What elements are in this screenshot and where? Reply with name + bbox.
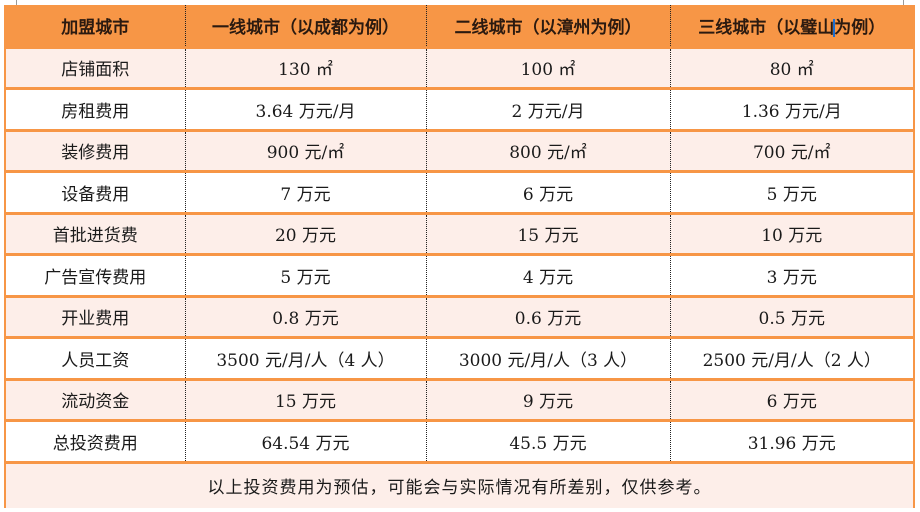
crop-mark-top-right: [903, 0, 904, 5]
row-label[interactable]: 房租费用: [61, 101, 130, 122]
cell-tier3[interactable]: 5 万元: [669, 171, 913, 213]
header-tier3-text-a: 三线城市（以璧山: [698, 17, 835, 38]
cell-tier1[interactable]: 5 万元: [184, 254, 426, 296]
table-row: 首批进货费 20 万元 15 万元 10 万元: [6, 213, 913, 255]
cell-tier1[interactable]: 130 ㎡: [184, 47, 426, 89]
cell-tier1[interactable]: 15 万元: [184, 379, 426, 421]
cell-tier2[interactable]: 15 万元: [425, 213, 670, 255]
cell-tier1[interactable]: 3500 元/月/人（4 人）: [184, 337, 426, 379]
investment-table: 加盟城市 一线城市（以成都为例） 二线城市（以漳州为例） 三线城市（以璧山为例）…: [6, 5, 913, 508]
cell-tier3[interactable]: 700 元/㎡: [669, 130, 913, 172]
table-row: 房租费用 3.64 万元/月 2 万元/月 1.36 万元/月: [6, 88, 913, 130]
cell-tier3[interactable]: 6 万元: [669, 379, 913, 421]
table-row: 人员工资 3500 元/月/人（4 人） 3000 元/月/人（3 人） 250…: [6, 337, 913, 379]
row-label[interactable]: 总投资费用: [52, 433, 138, 454]
cell-tier3[interactable]: 2500 元/月/人（2 人）: [669, 337, 913, 379]
cell-tier2[interactable]: 6 万元: [425, 171, 670, 213]
cell-tier3[interactable]: 80 ㎡: [669, 47, 913, 89]
table-row: 流动资金 15 万元 9 万元 6 万元: [6, 379, 913, 421]
cell-tier2[interactable]: 9 万元: [425, 379, 670, 421]
cell-tier3[interactable]: 10 万元: [669, 213, 913, 255]
cell-tier1[interactable]: 64.54 万元: [184, 420, 426, 462]
cell-tier3[interactable]: 0.5 万元: [669, 296, 913, 338]
note-row: 以上投资费用为预估，可能会与实际情况有所差别，仅供参考。: [6, 462, 913, 508]
cell-tier2[interactable]: 45.5 万元: [425, 420, 670, 462]
text-cursor: [833, 19, 836, 38]
table-row: 开业费用 0.8 万元 0.6 万元 0.5 万元: [6, 296, 913, 338]
row-label[interactable]: 人员工资: [61, 350, 130, 371]
cell-tier2[interactable]: 100 ㎡: [425, 47, 670, 89]
franchise-cost-table: 加盟城市 一线城市（以成都为例） 二线城市（以漳州为例） 三线城市（以璧山为例）…: [4, 5, 915, 508]
cell-tier2[interactable]: 2 万元/月: [425, 88, 670, 130]
row-label[interactable]: 设备费用: [61, 184, 130, 205]
cell-tier3[interactable]: 3 万元: [669, 254, 913, 296]
row-label[interactable]: 广告宣传费用: [44, 267, 147, 288]
table-row: 广告宣传费用 5 万元 4 万元 3 万元: [6, 254, 913, 296]
header-row: 加盟城市 一线城市（以成都为例） 二线城市（以漳州为例） 三线城市（以璧山为例）: [6, 5, 913, 47]
cell-tier2[interactable]: 0.6 万元: [425, 296, 670, 338]
cell-tier2[interactable]: 800 元/㎡: [425, 130, 670, 172]
row-label[interactable]: 首批进货费: [52, 226, 138, 247]
header-tier3-text-b: 为例）: [834, 17, 886, 38]
row-label[interactable]: 流动资金: [61, 392, 130, 413]
table-row: 设备费用 7 万元 6 万元 5 万元: [6, 171, 913, 213]
row-label[interactable]: 开业费用: [61, 309, 130, 330]
cell-tier2[interactable]: 4 万元: [425, 254, 670, 296]
header-tier3[interactable]: 三线城市（以璧山为例）: [669, 5, 913, 47]
cell-tier1[interactable]: 900 元/㎡: [184, 130, 426, 172]
row-label[interactable]: 店铺面积: [61, 60, 130, 81]
cell-tier1[interactable]: 7 万元: [184, 171, 426, 213]
cell-tier1[interactable]: 20 万元: [184, 213, 426, 255]
header-tier1[interactable]: 一线城市（以成都为例）: [184, 5, 426, 47]
cell-tier3[interactable]: 31.96 万元: [669, 420, 913, 462]
table-row: 总投资费用 64.54 万元 45.5 万元 31.96 万元: [6, 420, 913, 462]
header-tier2[interactable]: 二线城市（以漳州为例）: [425, 5, 670, 47]
cell-tier1[interactable]: 0.8 万元: [184, 296, 426, 338]
row-label[interactable]: 装修费用: [61, 143, 130, 164]
header-city[interactable]: 加盟城市: [61, 17, 130, 38]
disclaimer-note[interactable]: 以上投资费用为预估，可能会与实际情况有所差别，仅供参考。: [207, 478, 712, 498]
crop-mark-top-left: [16, 0, 17, 5]
table-row: 店铺面积 130 ㎡ 100 ㎡ 80 ㎡: [6, 47, 913, 89]
table-row: 装修费用 900 元/㎡ 800 元/㎡ 700 元/㎡: [6, 130, 913, 172]
cell-tier1[interactable]: 3.64 万元/月: [184, 88, 426, 130]
cell-tier3[interactable]: 1.36 万元/月: [669, 88, 913, 130]
cell-tier2[interactable]: 3000 元/月/人（3 人）: [425, 337, 670, 379]
